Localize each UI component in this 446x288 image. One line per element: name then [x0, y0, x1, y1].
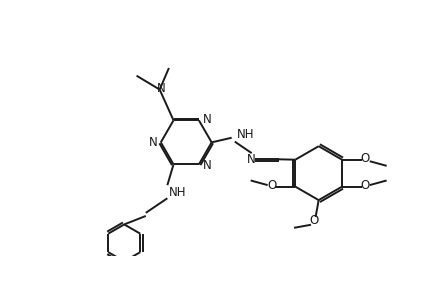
Text: N: N — [203, 159, 211, 172]
Text: N: N — [157, 82, 165, 95]
Text: N: N — [247, 153, 256, 166]
Text: NH: NH — [169, 186, 186, 199]
Text: N: N — [149, 136, 158, 149]
Text: N: N — [203, 113, 211, 126]
Text: O: O — [310, 214, 319, 228]
Text: O: O — [360, 152, 370, 165]
Text: O: O — [268, 179, 277, 192]
Text: NH: NH — [237, 128, 255, 141]
Text: O: O — [360, 179, 370, 192]
